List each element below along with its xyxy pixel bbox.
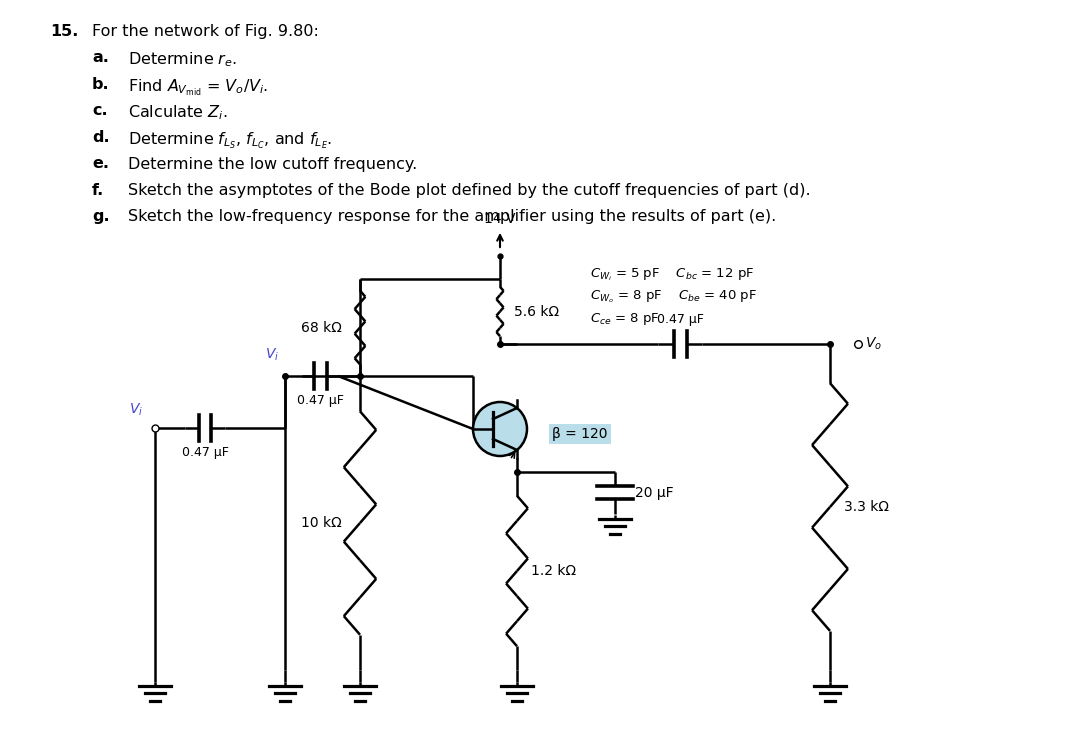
Text: 1.2 kΩ: 1.2 kΩ bbox=[531, 564, 576, 578]
Text: 68 kΩ: 68 kΩ bbox=[301, 321, 342, 335]
Text: d.: d. bbox=[92, 130, 110, 145]
Text: 5.6 kΩ: 5.6 kΩ bbox=[514, 305, 559, 319]
Text: Determine the low cutoff frequency.: Determine the low cutoff frequency. bbox=[129, 156, 417, 172]
Text: f.: f. bbox=[92, 183, 105, 198]
Text: Sketch the asymptotes of the Bode plot defined by the cutoff frequencies of part: Sketch the asymptotes of the Bode plot d… bbox=[129, 183, 811, 198]
Text: Find $A_{V_{\mathrm{mid}}}$ = $V_o$/$V_i$.: Find $A_{V_{\mathrm{mid}}}$ = $V_o$/$V_i… bbox=[129, 77, 268, 98]
Text: $V_i$: $V_i$ bbox=[265, 346, 279, 363]
Text: 14 V: 14 V bbox=[484, 212, 516, 226]
Text: g.: g. bbox=[92, 209, 110, 225]
Text: b.: b. bbox=[92, 77, 110, 92]
Text: 20 μF: 20 μF bbox=[635, 486, 674, 500]
Text: Determine $r_e$.: Determine $r_e$. bbox=[129, 51, 238, 69]
Text: β = 120: β = 120 bbox=[552, 427, 607, 441]
Text: $C_{ce}$ = 8 pF: $C_{ce}$ = 8 pF bbox=[590, 311, 660, 327]
Text: a.: a. bbox=[92, 51, 109, 65]
Text: c.: c. bbox=[92, 103, 108, 118]
Text: 0.47 μF: 0.47 μF bbox=[297, 394, 343, 407]
Text: Determine $f_{L_S}$, $f_{L_C}$, and $f_{L_E}$.: Determine $f_{L_S}$, $f_{L_C}$, and $f_{… bbox=[129, 130, 333, 150]
Text: 0.47 μF: 0.47 μF bbox=[181, 446, 229, 459]
Text: $V_o$: $V_o$ bbox=[865, 335, 882, 352]
Text: $V_i$: $V_i$ bbox=[129, 401, 143, 418]
Text: 10 kΩ: 10 kΩ bbox=[301, 516, 342, 530]
Text: $C_{W_i}$ = 5 pF    $C_{bc}$ = 12 pF: $C_{W_i}$ = 5 pF $C_{bc}$ = 12 pF bbox=[590, 266, 754, 283]
Text: e.: e. bbox=[92, 156, 109, 172]
Text: 0.47 μF: 0.47 μF bbox=[657, 313, 703, 326]
Text: 3.3 kΩ: 3.3 kΩ bbox=[843, 500, 889, 514]
Text: For the network of Fig. 9.80:: For the network of Fig. 9.80: bbox=[92, 24, 319, 39]
Text: Sketch the low-frequency response for the amplifier using the results of part (e: Sketch the low-frequency response for th… bbox=[129, 209, 777, 225]
Circle shape bbox=[473, 402, 527, 456]
Text: 15.: 15. bbox=[50, 24, 79, 39]
Text: Calculate $Z_i$.: Calculate $Z_i$. bbox=[129, 103, 228, 122]
Text: $C_{W_o}$ = 8 pF    $C_{be}$ = 40 pF: $C_{W_o}$ = 8 pF $C_{be}$ = 40 pF bbox=[590, 288, 757, 305]
